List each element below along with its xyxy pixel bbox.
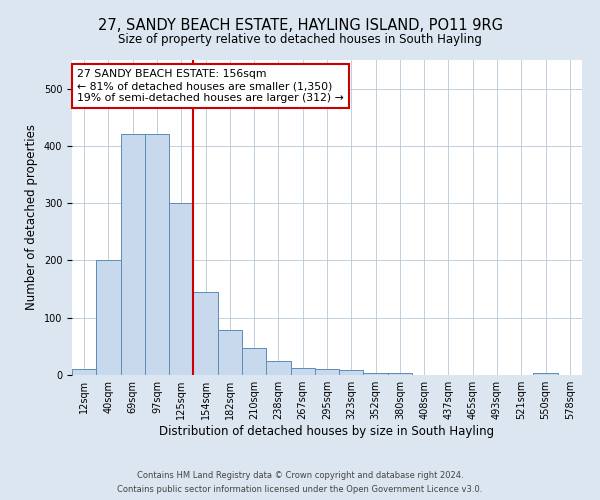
Bar <box>121 134 145 375</box>
X-axis label: Distribution of detached houses by size in South Hayling: Distribution of detached houses by size … <box>160 425 494 438</box>
Bar <box>290 368 315 375</box>
Bar <box>388 374 412 375</box>
Text: 27 SANDY BEACH ESTATE: 156sqm
← 81% of detached houses are smaller (1,350)
19% o: 27 SANDY BEACH ESTATE: 156sqm ← 81% of d… <box>77 70 344 102</box>
Bar <box>72 370 96 375</box>
Bar <box>242 348 266 375</box>
Bar <box>364 372 388 375</box>
Bar <box>193 292 218 375</box>
Text: Size of property relative to detached houses in South Hayling: Size of property relative to detached ho… <box>118 33 482 46</box>
Bar <box>169 203 193 375</box>
Bar <box>218 330 242 375</box>
Text: 27, SANDY BEACH ESTATE, HAYLING ISLAND, PO11 9RG: 27, SANDY BEACH ESTATE, HAYLING ISLAND, … <box>97 18 503 32</box>
Bar <box>339 370 364 375</box>
Bar <box>315 370 339 375</box>
Bar <box>96 260 121 375</box>
Text: Contains HM Land Registry data © Crown copyright and database right 2024.: Contains HM Land Registry data © Crown c… <box>137 472 463 480</box>
Bar <box>266 360 290 375</box>
Bar <box>533 372 558 375</box>
Text: Contains public sector information licensed under the Open Government Licence v3: Contains public sector information licen… <box>118 484 482 494</box>
Y-axis label: Number of detached properties: Number of detached properties <box>25 124 38 310</box>
Bar <box>145 134 169 375</box>
